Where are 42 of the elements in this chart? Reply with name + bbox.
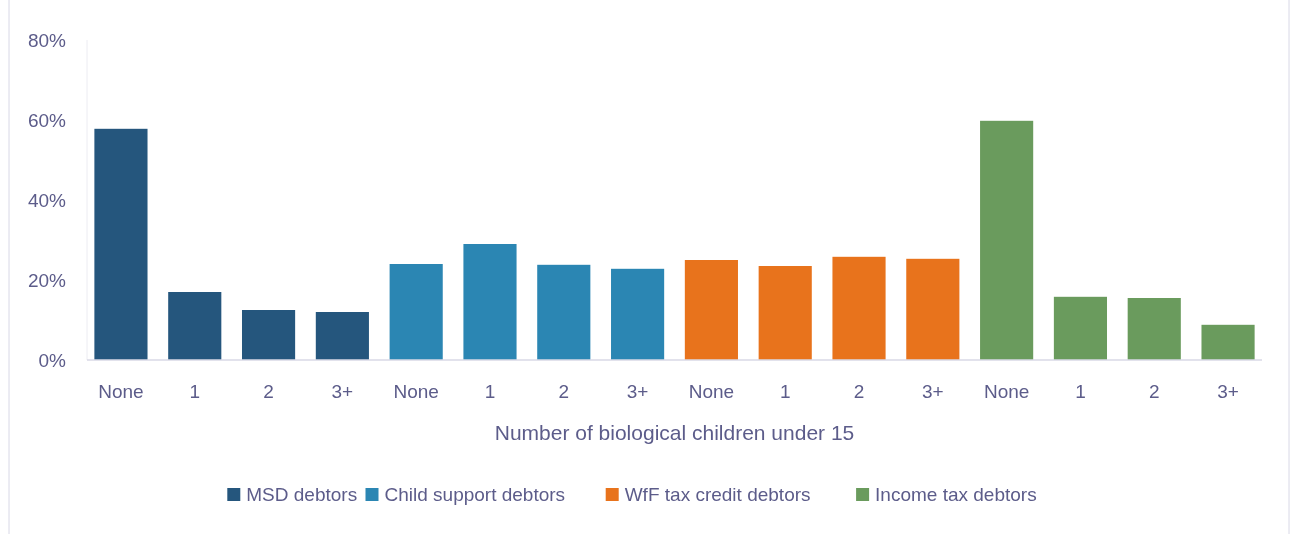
bar: [1127, 298, 1181, 360]
bar: [980, 120, 1034, 360]
x-tick-label: 1: [189, 381, 201, 402]
x-tick-label: 3+: [1217, 381, 1239, 402]
x-tick-label: 2: [1148, 381, 1160, 402]
y-tick-label: 0%: [38, 349, 67, 371]
y-tick-label: 60%: [27, 109, 67, 131]
bar: [463, 244, 517, 360]
x-tick-label: 1: [779, 381, 791, 402]
bar: [389, 264, 443, 360]
x-tick-label: None: [983, 381, 1030, 402]
bar: [168, 292, 222, 360]
legend-label: Child support debtors: [384, 484, 566, 505]
x-tick-label: 3+: [626, 381, 649, 402]
bar: [611, 268, 665, 360]
y-tick-label: 80%: [27, 29, 67, 51]
bar: [758, 266, 812, 360]
x-tick-label: 3+: [921, 381, 944, 402]
x-tick-label: None: [688, 381, 735, 402]
legend-label: MSD debtors: [246, 484, 358, 505]
y-tick-label: 40%: [27, 189, 67, 211]
x-tick-label: None: [98, 381, 144, 402]
bar: [1201, 324, 1255, 360]
bar: [1053, 296, 1108, 360]
legend-label: Income tax debtors: [875, 484, 1037, 505]
x-tick-label: 2: [558, 381, 570, 402]
bar: [241, 310, 296, 360]
bar: [906, 258, 960, 360]
y-tick-label: 20%: [27, 269, 67, 291]
x-tick-label: 2: [853, 381, 865, 402]
x-tick-label: 2: [263, 381, 274, 402]
x-tick-label: None: [393, 381, 439, 402]
bar: [94, 128, 148, 360]
bar: [315, 312, 369, 360]
legend-label: WfF tax credit debtors: [624, 484, 811, 505]
x-tick-label: 1: [484, 381, 496, 402]
bar: [832, 256, 886, 360]
x-tick-label: 1: [1075, 381, 1086, 402]
bar: [537, 264, 591, 360]
x-tick-label: 3+: [331, 381, 354, 402]
x-axis-title: Number of biological children under 15: [494, 421, 855, 444]
bar: [684, 260, 738, 360]
